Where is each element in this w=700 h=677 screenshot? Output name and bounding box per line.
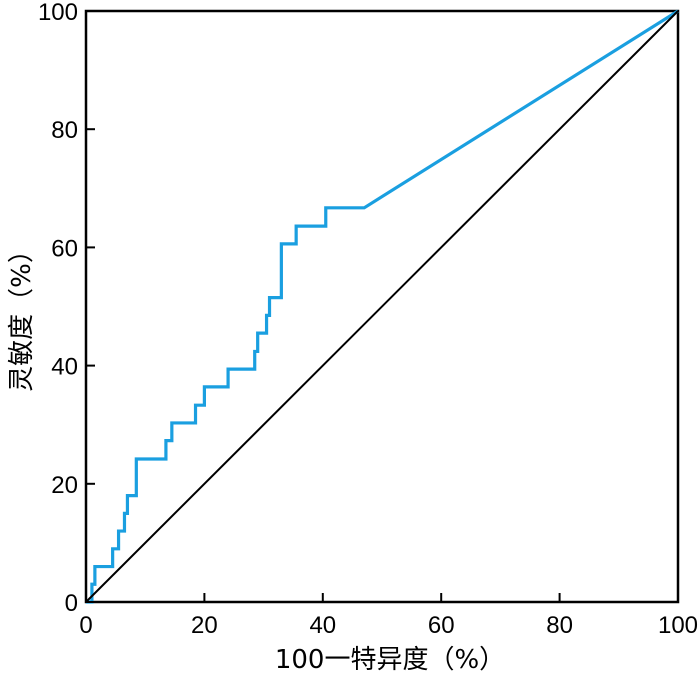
x-tick-label: 60 — [428, 612, 455, 639]
x-tick-label: 20 — [191, 612, 218, 639]
series-layer — [85, 9, 679, 604]
roc-curve-line — [86, 9, 679, 604]
y-tick-label: 20 — [51, 472, 78, 499]
y-tick-label: 80 — [51, 117, 78, 144]
x-tick-label: 0 — [79, 612, 92, 639]
x-tick-label: 40 — [309, 612, 336, 639]
x-tick-label: 80 — [546, 612, 573, 639]
plot-border — [84, 9, 680, 604]
reference-diagonal-line — [85, 10, 679, 603]
y-axis-ticks: 0 20 40 60 80 100 — [38, 0, 95, 617]
plot-frame — [84, 9, 680, 604]
x-axis-title: 100一特异度（%） — [275, 645, 505, 675]
y-tick-label: 0 — [65, 590, 78, 617]
x-axis-ticks: 0 20 40 60 80 100 — [79, 593, 698, 639]
y-tick-label: 100 — [38, 0, 78, 26]
y-tick-label: 60 — [51, 235, 78, 262]
x-tick-label: 100 — [658, 612, 698, 639]
y-tick-label: 40 — [51, 354, 78, 381]
y-axis-title: 灵敏度（%） — [7, 237, 37, 392]
